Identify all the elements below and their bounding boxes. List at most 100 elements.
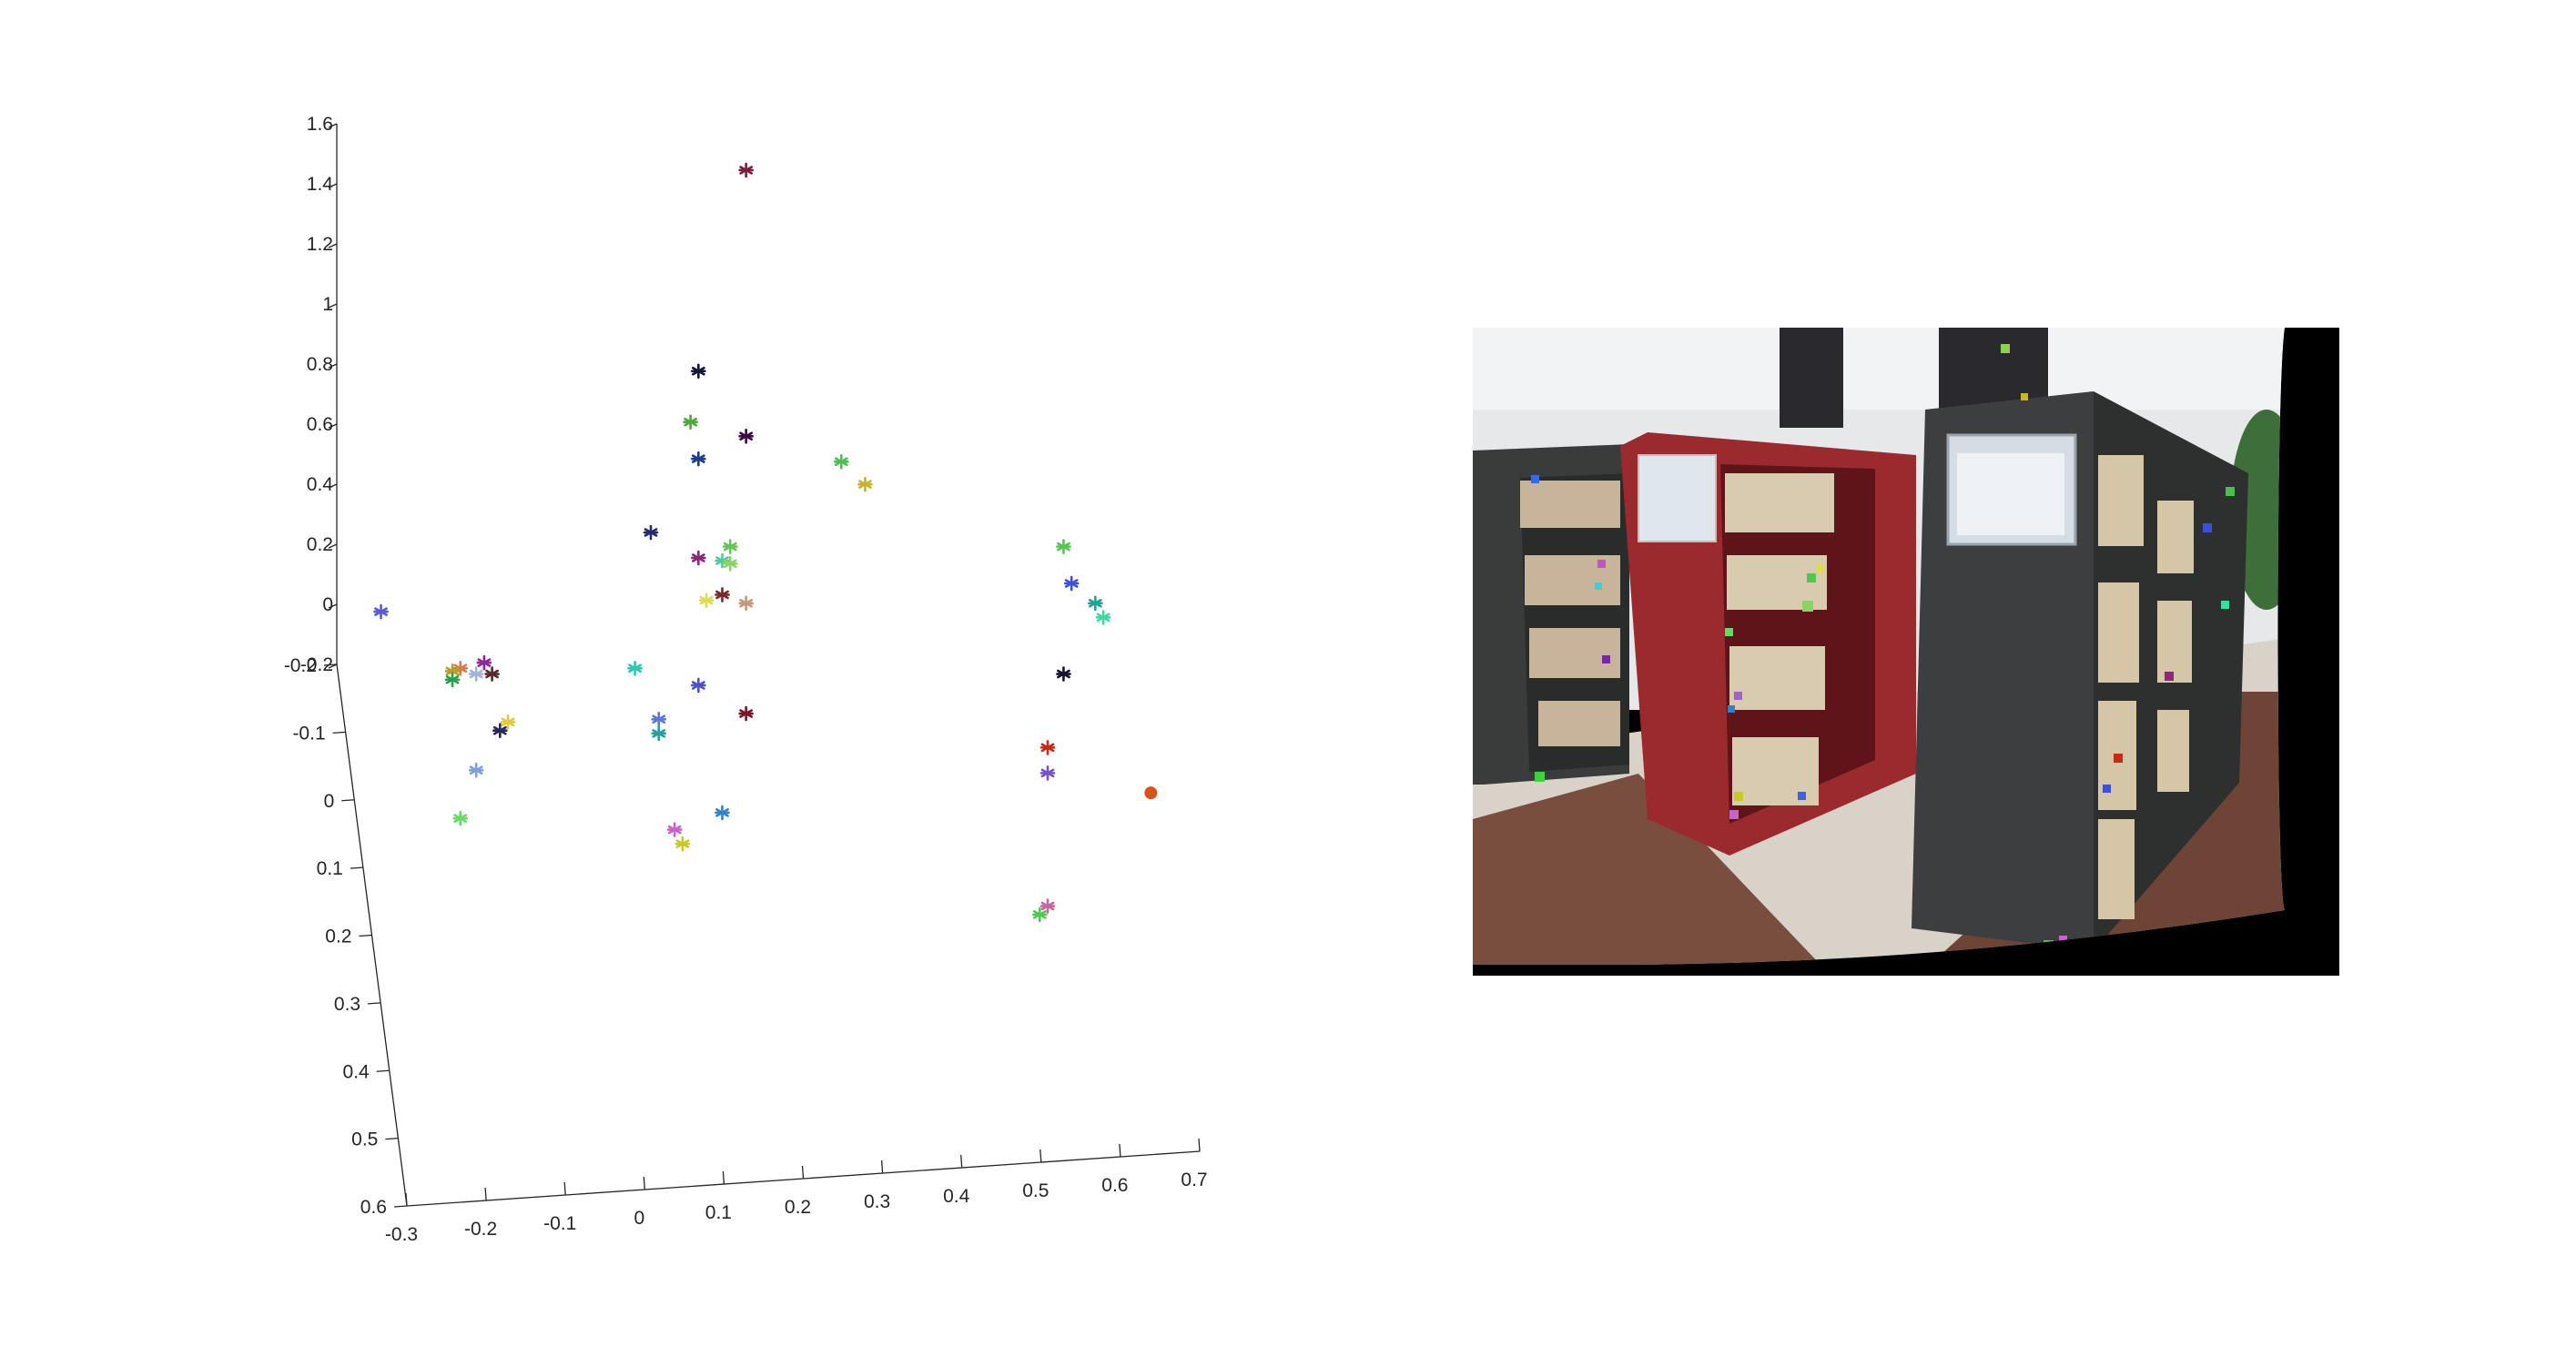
- data-point-star: [715, 805, 730, 821]
- data-point-star: [1040, 898, 1056, 914]
- data-point-star: [691, 677, 706, 694]
- x-tick-mark: [563, 1181, 566, 1196]
- data-point-star: [1056, 666, 1071, 682]
- z-tick-label: 0: [322, 594, 333, 615]
- z-tick-mark: [328, 123, 338, 128]
- data-point-star: [492, 723, 508, 739]
- library-photo: [1473, 328, 2339, 976]
- y-tick-mark: [332, 731, 346, 734]
- data-point-star: [691, 451, 706, 467]
- y-tick-group: -0.2 -0.1 0 0.1 0.2 0.3 0.4 0.5 0.6: [284, 655, 408, 1218]
- data-point-star: [738, 162, 754, 178]
- data-point-star: [500, 714, 516, 730]
- data-point-star: [738, 428, 754, 444]
- y-tick-mark: [350, 866, 363, 869]
- z-tick-label: 0.4: [307, 474, 334, 495]
- data-point-star: [1063, 575, 1080, 592]
- z-tick-mark: [328, 603, 338, 609]
- data-point-star: [1040, 765, 1056, 781]
- x-tick-label: 0.6: [1101, 1175, 1128, 1196]
- y-tick-label: -0.2: [284, 655, 317, 676]
- y-tick-mark: [341, 799, 355, 802]
- data-point-star: [666, 822, 683, 837]
- highlight-point: [1144, 786, 1158, 800]
- z-tick-label: -0.2: [300, 654, 333, 675]
- data-point-star: [1056, 539, 1071, 554]
- z-tick-mark: [328, 183, 338, 188]
- y-tick-mark: [368, 1002, 381, 1005]
- y-tick-label: 0.6: [360, 1197, 387, 1218]
- x-tick-label: -0.3: [385, 1224, 418, 1245]
- data-point-star: [691, 550, 706, 566]
- z-tick-label: 0.8: [307, 354, 333, 375]
- x-tick-label: 0.3: [864, 1191, 890, 1212]
- data-point-star: [1088, 595, 1103, 612]
- data-point-star: [651, 711, 667, 727]
- data-point-star: [444, 672, 461, 688]
- x-tick-label: 0.5: [1022, 1180, 1049, 1201]
- z-tick-label: 1.2: [307, 234, 333, 255]
- z-tick-mark: [328, 363, 338, 369]
- y-tick-label: 0.1: [317, 858, 343, 879]
- data-point-star: [452, 810, 469, 826]
- y-tick-label: 0.2: [325, 927, 351, 947]
- data-point-star: [683, 414, 698, 430]
- z-tick-mark: [328, 423, 338, 429]
- x-tick-mark: [801, 1165, 805, 1180]
- x-tick-mark: [960, 1154, 963, 1169]
- x-tick-label: -0.2: [464, 1219, 497, 1240]
- x-tick-group: -0.3 -0.2 -0.1 0 0.1 0.2 0.3 0.4 0.5 0.6 0.7: [385, 1138, 1208, 1245]
- z-tick-label: 1: [322, 294, 333, 315]
- x-tick-label: 0.4: [943, 1186, 970, 1207]
- z-tick-mark: [328, 483, 338, 489]
- data-point-star: [1095, 610, 1111, 625]
- data-point-star: [715, 587, 730, 603]
- data-point-star: [738, 595, 754, 612]
- z-tick-label: 0.2: [307, 534, 333, 555]
- data-point-star: [484, 666, 500, 682]
- data-point-star: [722, 539, 738, 554]
- x-tick-label: 0: [634, 1208, 644, 1229]
- data-point-star: [674, 836, 691, 852]
- y-tick-label: 0.4: [343, 1061, 370, 1082]
- x-tick-label: 0.7: [1181, 1170, 1207, 1190]
- x-tick-mark: [1198, 1138, 1201, 1152]
- data-point-star: [643, 524, 659, 541]
- z-tick-mark: [328, 303, 338, 309]
- data-point-star: [468, 666, 484, 682]
- z-tick-label: 1.6: [307, 114, 333, 135]
- y-tick-mark: [393, 1205, 408, 1208]
- data-point-star: [651, 725, 667, 742]
- data-point-star: [857, 476, 873, 492]
- x-tick-mark: [722, 1170, 725, 1185]
- data-point-star: [722, 555, 738, 572]
- x-tick-label: -0.1: [543, 1213, 576, 1234]
- data-point-star: [1031, 906, 1048, 923]
- z-tick-mark: [328, 543, 338, 549]
- x-tick-mark: [484, 1187, 487, 1201]
- y-tick-label: 0: [324, 791, 335, 812]
- x-tick-mark: [1119, 1143, 1121, 1158]
- y-tick-mark: [323, 663, 338, 666]
- x-tick-mark: [405, 1192, 408, 1207]
- data-point-star: [691, 363, 706, 380]
- data-point-star: [627, 660, 643, 676]
- data-point-star: [738, 705, 754, 722]
- x-tick-mark: [880, 1160, 884, 1174]
- z-tick-group: -0.2 0 0.2 0.4 0.6 0.8 1 1.2 1.4 1.6: [300, 114, 338, 675]
- data-point-star: [373, 603, 389, 620]
- y-tick-mark: [376, 1069, 390, 1072]
- y-tick-label: -0.1: [292, 723, 325, 744]
- x-tick-mark: [1040, 1149, 1042, 1163]
- y-tick-mark: [359, 934, 372, 937]
- data-point-star: [476, 654, 492, 671]
- data-point-star: [468, 762, 484, 778]
- scatter-points: [373, 162, 1158, 923]
- data-point-star: [1040, 740, 1056, 755]
- data-point-star: [833, 453, 849, 470]
- data-point-star: [698, 592, 715, 608]
- y-tick-label: 0.5: [351, 1129, 378, 1150]
- z-tick-label: 0.6: [307, 414, 333, 435]
- x-tick-label: 0.1: [705, 1202, 732, 1223]
